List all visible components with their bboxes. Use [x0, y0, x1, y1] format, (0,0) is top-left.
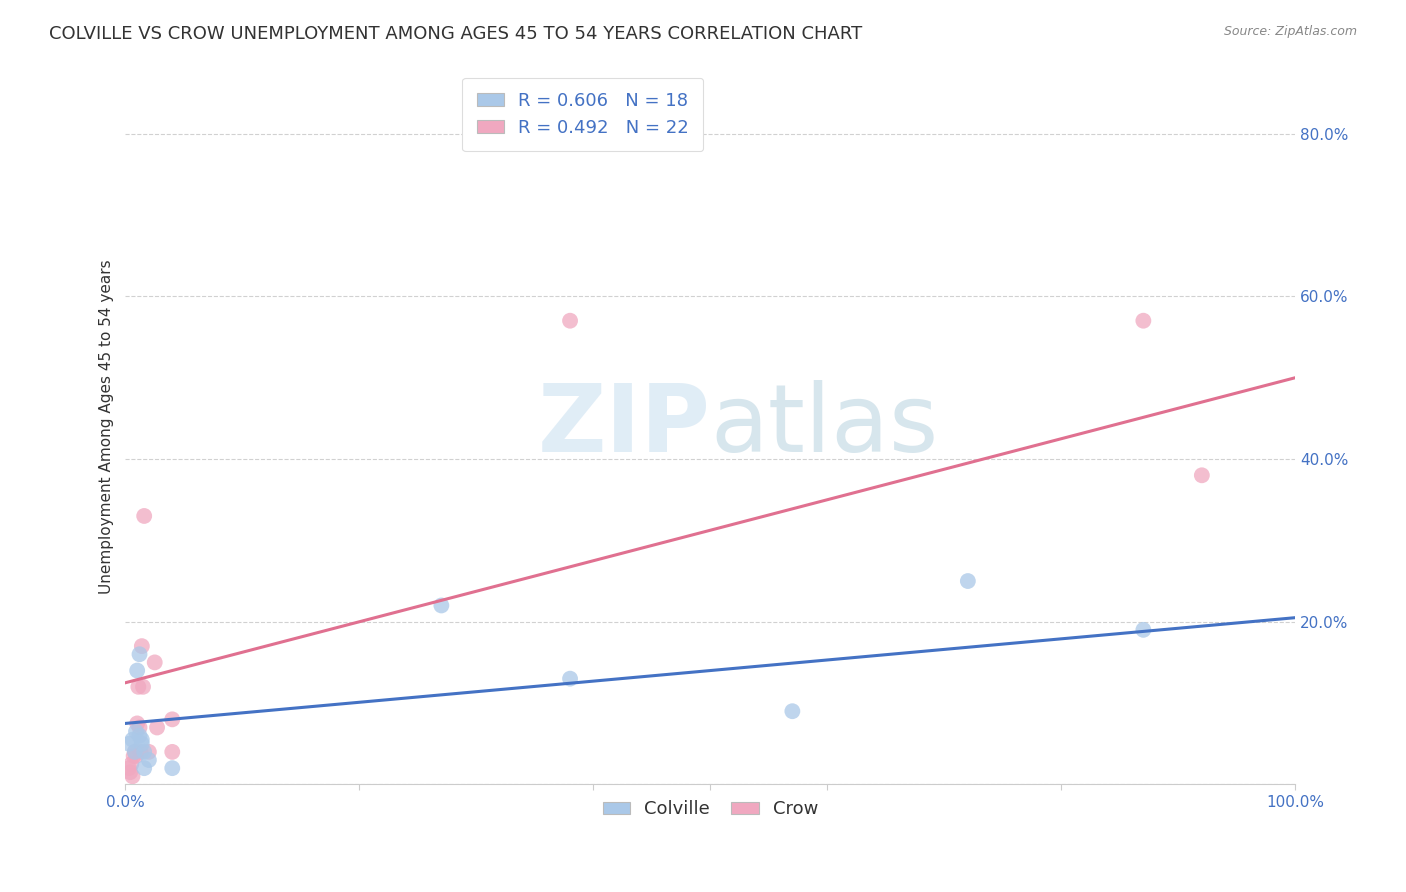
Point [118, 737, 141, 751]
Point [138, 753, 160, 767]
Point [162, 761, 184, 775]
Point [138, 745, 160, 759]
Point [121, 769, 143, 783]
Point [127, 680, 149, 694]
Text: atlas: atlas [710, 381, 939, 473]
Point [1191, 468, 1213, 483]
Text: ZIP: ZIP [537, 381, 710, 473]
Point [134, 508, 156, 523]
Point [558, 314, 581, 328]
Point [124, 745, 146, 759]
Point [782, 704, 804, 718]
Y-axis label: Unemployment Among Ages 45 to 54 years: Unemployment Among Ages 45 to 54 years [100, 260, 114, 594]
Point [121, 732, 143, 747]
Point [1132, 314, 1154, 328]
Point [128, 729, 150, 743]
Point [162, 745, 184, 759]
Legend: Colville, Crow: Colville, Crow [595, 793, 825, 825]
Point [124, 745, 146, 759]
Point [125, 724, 148, 739]
Point [956, 574, 979, 588]
Point [125, 748, 148, 763]
Point [430, 599, 453, 613]
Point [120, 757, 142, 772]
Point [131, 737, 153, 751]
Point [120, 765, 142, 780]
Point [131, 639, 153, 653]
Point [134, 745, 156, 759]
Point [128, 647, 150, 661]
Point [127, 716, 149, 731]
Point [1132, 623, 1154, 637]
Point [162, 712, 184, 726]
Point [558, 672, 581, 686]
Point [118, 761, 141, 775]
Point [131, 732, 153, 747]
Point [134, 761, 156, 775]
Point [146, 721, 169, 735]
Point [128, 721, 150, 735]
Point [129, 745, 152, 759]
Point [122, 748, 145, 763]
Point [132, 680, 155, 694]
Point [127, 664, 149, 678]
Text: COLVILLE VS CROW UNEMPLOYMENT AMONG AGES 45 TO 54 YEARS CORRELATION CHART: COLVILLE VS CROW UNEMPLOYMENT AMONG AGES… [49, 25, 862, 43]
Point [143, 656, 166, 670]
Text: Source: ZipAtlas.com: Source: ZipAtlas.com [1223, 25, 1357, 38]
